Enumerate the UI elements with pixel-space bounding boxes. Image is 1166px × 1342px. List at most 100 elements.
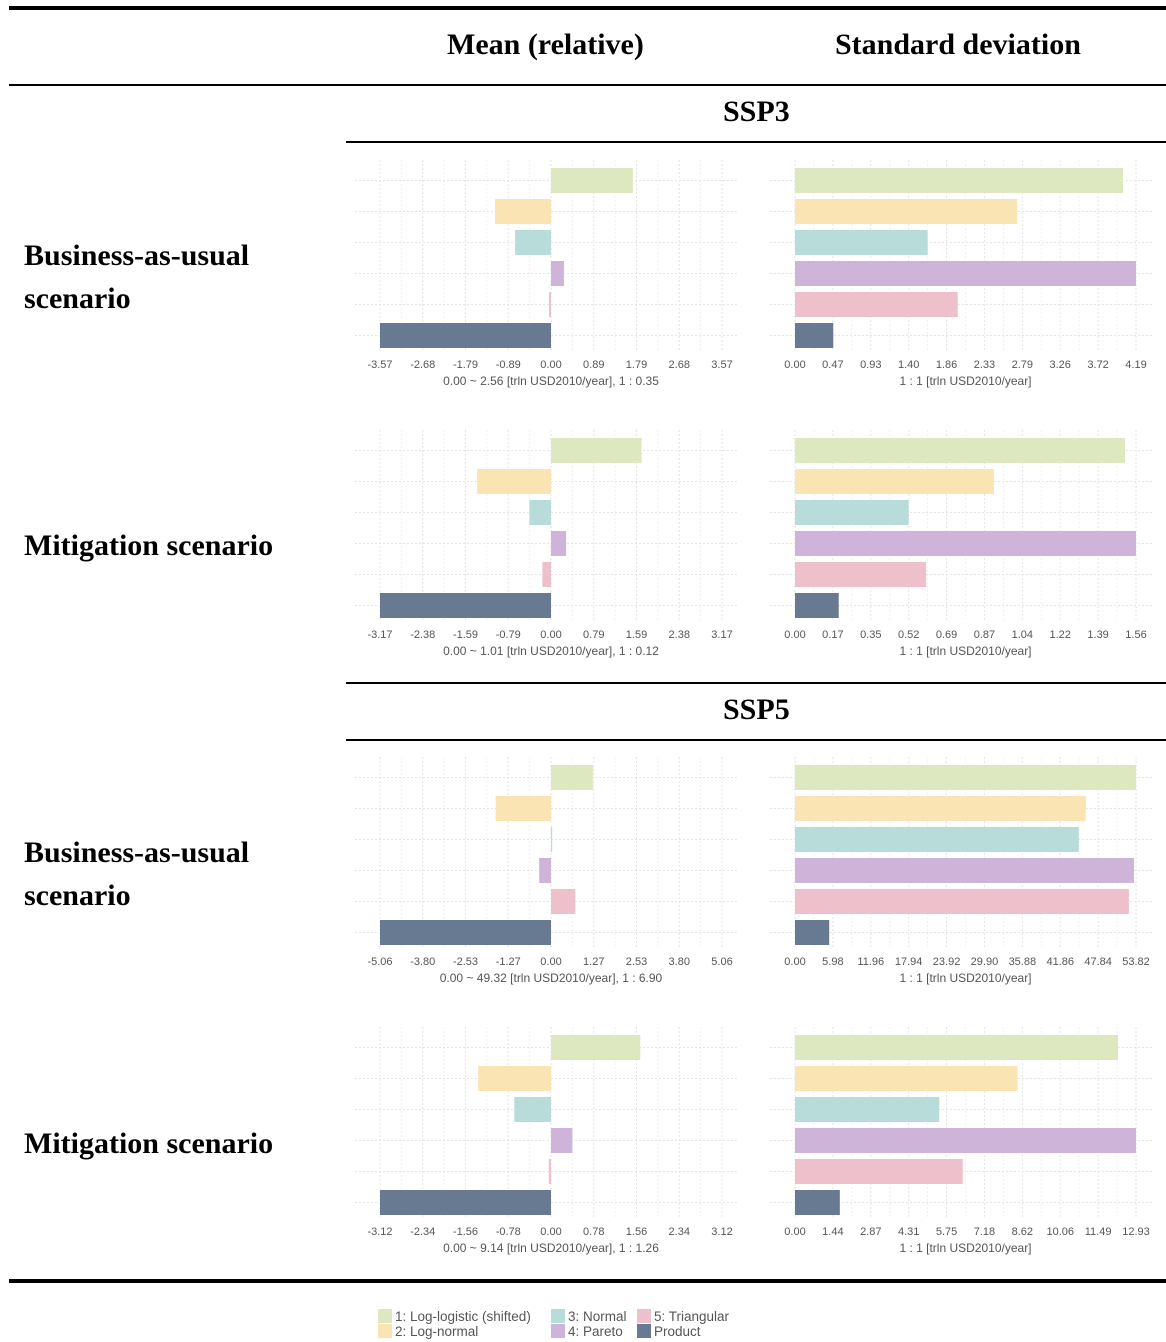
bar-3	[515, 230, 551, 255]
bar-2	[494, 199, 551, 224]
legend-item-log-normal: 2: Log-normal	[378, 1324, 478, 1339]
bar-product	[380, 920, 551, 945]
tick-label: 41.86	[1046, 956, 1074, 968]
row-label-line: scenario	[24, 282, 131, 315]
tick-label: 5.75	[936, 1226, 957, 1238]
tick-label: 3.57	[711, 359, 732, 371]
bar-1	[551, 765, 593, 790]
bar-5	[795, 292, 958, 317]
bar-2	[478, 1066, 551, 1091]
row-label-line: scenario	[24, 879, 131, 912]
legend-swatch	[551, 1309, 565, 1323]
axis-caption: 0.00 ~ 2.56 [trln USD2010/year], 1 : 0.3…	[443, 374, 659, 388]
tick-label: -3.57	[367, 359, 392, 371]
bar-4	[795, 1128, 1136, 1153]
tick-label: 1.39	[1087, 629, 1108, 641]
ssp5-section-title: SSP5	[723, 693, 790, 726]
chart-ssp3-bau-mean: -3.57 -2.68 -1.79 -0.89 0.00 0.89 1.79 2.68 3.57…	[355, 160, 738, 388]
tick-label: 5.98	[822, 956, 843, 968]
tick-label: 3.17	[711, 629, 732, 641]
tick-label: 0.47	[822, 359, 843, 371]
gridlines	[355, 430, 738, 621]
chart-ssp5-mitigation-sd: 0.00 1.44 2.87 4.31 5.75 7.18 8.62 10.06 11.49 12…	[770, 1027, 1152, 1255]
bar-4	[539, 858, 551, 883]
legend-label: 4: Pareto	[568, 1324, 623, 1339]
bar-product	[380, 1190, 551, 1215]
bar-1	[551, 1035, 641, 1060]
chart-ssp5-mitigation-mean: -3.12 -2.34 -1.56 -0.78 0.00 0.78 1.56 2.34 3.12…	[355, 1027, 738, 1255]
legend-label: Product	[654, 1324, 701, 1339]
bar-4	[551, 261, 564, 286]
gridlines	[355, 160, 738, 351]
row-label-line: Business-as-usual	[24, 239, 250, 272]
bar-3	[795, 230, 928, 255]
legend-item-log-logistic: 1: Log-logistic (shifted)	[378, 1309, 531, 1324]
gridlines	[355, 757, 738, 948]
axis-caption: 1 : 1 [trln USD2010/year]	[899, 971, 1031, 985]
tick-label: 0.89	[583, 359, 604, 371]
tick-label: 29.90	[971, 956, 999, 968]
tick-label: 0.00	[540, 1226, 561, 1238]
tick-label: 3.72	[1087, 359, 1108, 371]
bar-4	[795, 261, 1136, 286]
tick-label: 0.00	[784, 956, 805, 968]
bar-2	[495, 796, 551, 821]
ssp3-section-title: SSP3	[723, 95, 790, 128]
tick-label: 1.44	[822, 1226, 843, 1238]
bar-3	[795, 500, 909, 525]
bar-5	[551, 889, 576, 914]
tick-label: 10.06	[1046, 1226, 1074, 1238]
tick-label: 23.92	[933, 956, 961, 968]
tick-label: -3.80	[410, 956, 435, 968]
axis-caption: 1 : 1 [trln USD2010/year]	[899, 374, 1031, 388]
bar-2	[477, 469, 551, 494]
tick-label: -1.59	[453, 629, 478, 641]
row-label-line: Mitigation scenario	[24, 529, 274, 562]
tick-label: -0.78	[496, 1226, 521, 1238]
tick-label: 1.86	[936, 359, 957, 371]
bar-product	[795, 593, 839, 618]
bar-product	[795, 1190, 840, 1215]
tick-label: 1.56	[626, 1226, 647, 1238]
row-label-line: Business-as-usual	[24, 836, 250, 869]
tick-label: -2.53	[453, 956, 478, 968]
axis-caption: 1 : 1 [trln USD2010/year]	[899, 644, 1031, 658]
row-label-ssp5-bau: Business-as-usual scenario	[24, 831, 249, 917]
gridlines	[355, 1027, 738, 1218]
tick-label: 2.34	[669, 1226, 690, 1238]
axis-caption: 0.00 ~ 9.14 [trln USD2010/year], 1 : 1.2…	[443, 1241, 659, 1255]
legend-swatch	[637, 1324, 651, 1338]
bar-product	[795, 920, 830, 945]
tick-label: 1.79	[626, 359, 647, 371]
tick-label: -2.34	[410, 1226, 435, 1238]
tick-label: -1.56	[453, 1226, 478, 1238]
ssp3-title-rule	[346, 141, 1166, 143]
chart-ssp5-bau-sd: 0.00 5.98 11.96 17.94 23.92 29.90 35.88 41.86 47…	[770, 757, 1152, 985]
bar-4	[551, 1128, 573, 1153]
header-bottom-rule	[9, 84, 1166, 86]
bar-1	[551, 438, 642, 463]
bar-2	[795, 796, 1086, 821]
tick-label: 8.62	[1012, 1226, 1033, 1238]
tick-label: 0.79	[583, 629, 604, 641]
tick-label: -2.38	[410, 629, 435, 641]
bar-3	[514, 1097, 551, 1122]
bar-5	[549, 292, 551, 317]
bar-5	[795, 889, 1129, 914]
legend-swatch	[378, 1309, 392, 1323]
tick-label: 0.52	[898, 629, 919, 641]
bar-2	[795, 1066, 1018, 1091]
tick-label: 0.00	[540, 359, 561, 371]
axis-caption: 0.00 ~ 49.32 [trln USD2010/year], 1 : 6.…	[440, 971, 663, 985]
tick-label: 0.00	[784, 1226, 805, 1238]
bar-5	[795, 1159, 963, 1184]
bar-3	[551, 827, 553, 852]
bar-5	[795, 562, 927, 587]
tick-label: 0.69	[936, 629, 957, 641]
table-bottom-rule	[9, 1279, 1166, 1283]
legend-item-triangular: 5: Triangular	[637, 1309, 729, 1324]
tick-label: -5.06	[367, 956, 392, 968]
tick-label: -1.79	[453, 359, 478, 371]
chart-ssp3-mitigation-sd: 0.00 0.17 0.35 0.52 0.69 0.87 1.04 1.22 1.39 1.56…	[770, 430, 1152, 658]
tick-label: 11.96	[857, 956, 884, 968]
